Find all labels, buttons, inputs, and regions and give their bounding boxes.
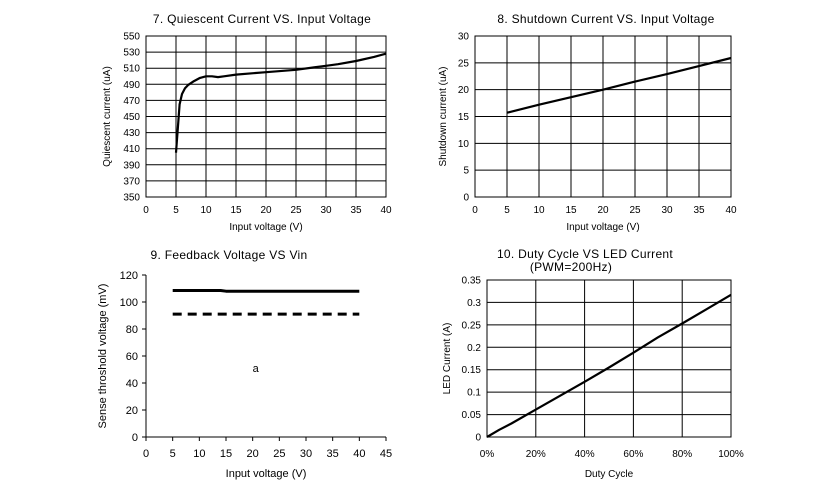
- chart-title: 8. Shutdown Current VS. Input Voltage: [497, 12, 714, 26]
- y-tick-label: 5: [463, 166, 469, 177]
- x-tick-label: 45: [380, 448, 392, 460]
- y-tick-label: 10: [458, 139, 470, 150]
- plot-frame: [474, 35, 732, 198]
- series-line-1: [486, 293, 732, 438]
- chart-title: 7. Quiescent Current VS. Input Voltage: [153, 12, 371, 26]
- x-tick-label: 20%: [526, 449, 546, 460]
- x-tick-label: 5: [173, 205, 179, 216]
- y-tick-label: 390: [123, 160, 140, 171]
- y-tick-label: 450: [123, 112, 140, 123]
- y-tick-label: 20: [126, 405, 138, 417]
- plot-frame: [486, 279, 732, 438]
- x-axis-label: Input voltage (V): [229, 222, 302, 233]
- plot-frame: [145, 35, 387, 198]
- x-axis-label: Duty Cycle: [585, 469, 634, 480]
- y-tick-label: 0.1: [467, 388, 481, 399]
- y-tick-label: 410: [123, 144, 140, 155]
- y-tick-label: 120: [120, 270, 138, 282]
- x-tick-label: 25: [290, 205, 302, 216]
- y-axis-label: Sense throshold voltage (mV): [97, 284, 109, 429]
- y-tick-label: 470: [123, 96, 140, 107]
- y-axis-label: Quiescent current (uA): [102, 66, 113, 167]
- y-tick-label: 510: [123, 64, 140, 75]
- y-tick-label: 0.35: [462, 276, 482, 287]
- y-tick-label: 0.15: [462, 365, 482, 376]
- x-tick-label: 15: [230, 205, 242, 216]
- series-line-1: [172, 289, 360, 293]
- y-tick-label: 40: [126, 378, 138, 390]
- y-tick-label: 430: [123, 128, 140, 139]
- y-tick-label: 25: [458, 58, 470, 69]
- x-tick-label: 0%: [480, 449, 495, 460]
- x-axis-label: Input voltage (V): [566, 222, 639, 233]
- y-tick-label: 350: [123, 193, 140, 204]
- x-tick-label: 35: [327, 448, 339, 460]
- y-tick-label: 100: [120, 297, 138, 309]
- y-tick-label: 0.2: [467, 343, 481, 354]
- x-tick-label: 100%: [718, 449, 744, 460]
- x-axis-label: Input voltage (V): [226, 468, 307, 480]
- y-tick-label: 60: [126, 351, 138, 363]
- x-tick-label: 40: [380, 205, 392, 216]
- y-tick-label: 30: [458, 32, 470, 43]
- annotation-label: a: [253, 363, 260, 375]
- x-tick-label: 60%: [623, 449, 643, 460]
- y-tick-label: 530: [123, 48, 140, 59]
- x-tick-label: 5: [170, 448, 176, 460]
- series-line-1: [506, 56, 732, 114]
- x-tick-label: 30: [300, 448, 312, 460]
- x-tick-label: 5: [504, 205, 510, 216]
- y-tick-label: 550: [123, 32, 140, 43]
- chart-1: 0 5 10 15 20 25 30 35 40350370390410430450470490…: [102, 12, 392, 233]
- y-axis-label: LED Current (A): [442, 323, 453, 395]
- y-tick-label: 20: [458, 85, 470, 96]
- x-tick-label: 10: [193, 448, 205, 460]
- x-tick-label: 80%: [672, 449, 692, 460]
- chart-3: 0 5 10 15 20 25 30 35 40 45 0 20 40 60 80 100 120 9. Feed…: [97, 248, 392, 480]
- x-tick-label: 40: [725, 205, 737, 216]
- chart-4: 0% 20% 40% 60% 80% 100% 0 0.05 0.1 0.15 0.2 0.25 0.3…: [442, 247, 744, 480]
- x-tick-label: 35: [693, 205, 705, 216]
- chart-subtitle: (PWM=200Hz): [530, 260, 612, 274]
- x-tick-label: 25: [629, 205, 641, 216]
- y-tick-label: 80: [126, 324, 138, 336]
- y-axis-label: Shutdown current (uA): [438, 66, 449, 166]
- x-tick-label: 15: [220, 448, 232, 460]
- x-tick-label: 40: [353, 448, 365, 460]
- y-tick-label: 0.05: [462, 410, 482, 421]
- y-tick-label: 0.3: [467, 298, 481, 309]
- x-tick-label: 15: [565, 205, 577, 216]
- series-line-1: [174, 52, 387, 153]
- y-tick-label: 490: [123, 80, 140, 91]
- chart-title: 9. Feedback Voltage VS Vin: [150, 248, 307, 262]
- x-tick-label: 20: [597, 205, 609, 216]
- x-tick-label: 10: [200, 205, 212, 216]
- x-tick-label: 30: [320, 205, 332, 216]
- y-tick-label: 370: [123, 176, 140, 187]
- x-tick-label: 0: [472, 205, 478, 216]
- x-tick-label: 25: [273, 448, 285, 460]
- y-tick-label: 0: [475, 433, 481, 444]
- chart-2: 0 5 10 15 20 25 30 35 40 0 5 10 15 20 25 30 8. Shutdown …: [438, 12, 737, 233]
- y-tick-label: 0: [132, 432, 138, 444]
- x-tick-label: 35: [350, 205, 362, 216]
- x-tick-label: 0: [143, 205, 149, 216]
- x-tick-label: 20: [260, 205, 272, 216]
- y-tick-label: 0: [463, 193, 469, 204]
- y-tick-label: 15: [458, 112, 470, 123]
- x-tick-label: 20: [247, 448, 259, 460]
- x-tick-label: 0: [143, 448, 149, 460]
- x-tick-label: 10: [533, 205, 545, 216]
- x-tick-label: 30: [661, 205, 673, 216]
- x-tick-label: 40%: [575, 449, 595, 460]
- y-tick-label: 0.25: [462, 320, 482, 331]
- chart-title: 10. Duty Cycle VS LED Current: [497, 247, 673, 261]
